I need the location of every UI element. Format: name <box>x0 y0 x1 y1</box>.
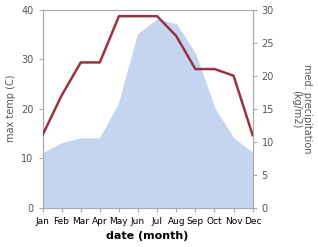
X-axis label: date (month): date (month) <box>107 231 189 242</box>
Y-axis label: med. precipitation
(kg/m2): med. precipitation (kg/m2) <box>291 64 313 153</box>
Y-axis label: max temp (C): max temp (C) <box>5 75 16 143</box>
